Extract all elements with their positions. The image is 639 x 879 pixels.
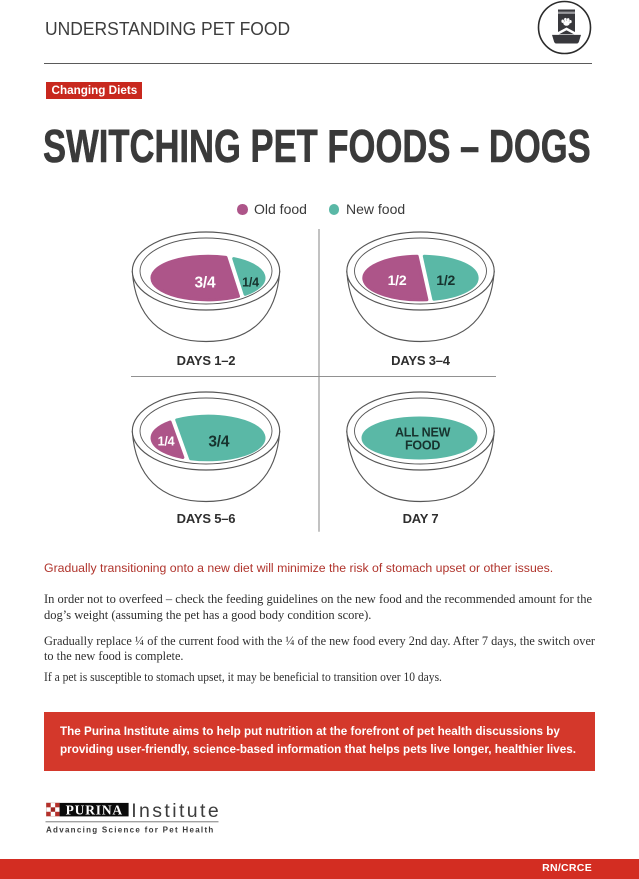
- svg-text:ALL NEW: ALL NEW: [395, 425, 451, 439]
- svg-text:FOOD: FOOD: [405, 439, 440, 453]
- svg-text:1/2: 1/2: [436, 272, 455, 288]
- svg-text:3/4: 3/4: [195, 275, 217, 292]
- svg-text:3/4: 3/4: [208, 434, 230, 451]
- svg-text:Advancing Science for Pet Heal: Advancing Science for Pet Health: [46, 826, 215, 835]
- svg-text:Institute: Institute: [131, 800, 221, 822]
- svg-text:1/2: 1/2: [388, 272, 407, 288]
- svg-text:1/4: 1/4: [158, 435, 175, 449]
- svg-text:PURINA: PURINA: [66, 802, 123, 817]
- svg-text:1/4: 1/4: [242, 276, 259, 290]
